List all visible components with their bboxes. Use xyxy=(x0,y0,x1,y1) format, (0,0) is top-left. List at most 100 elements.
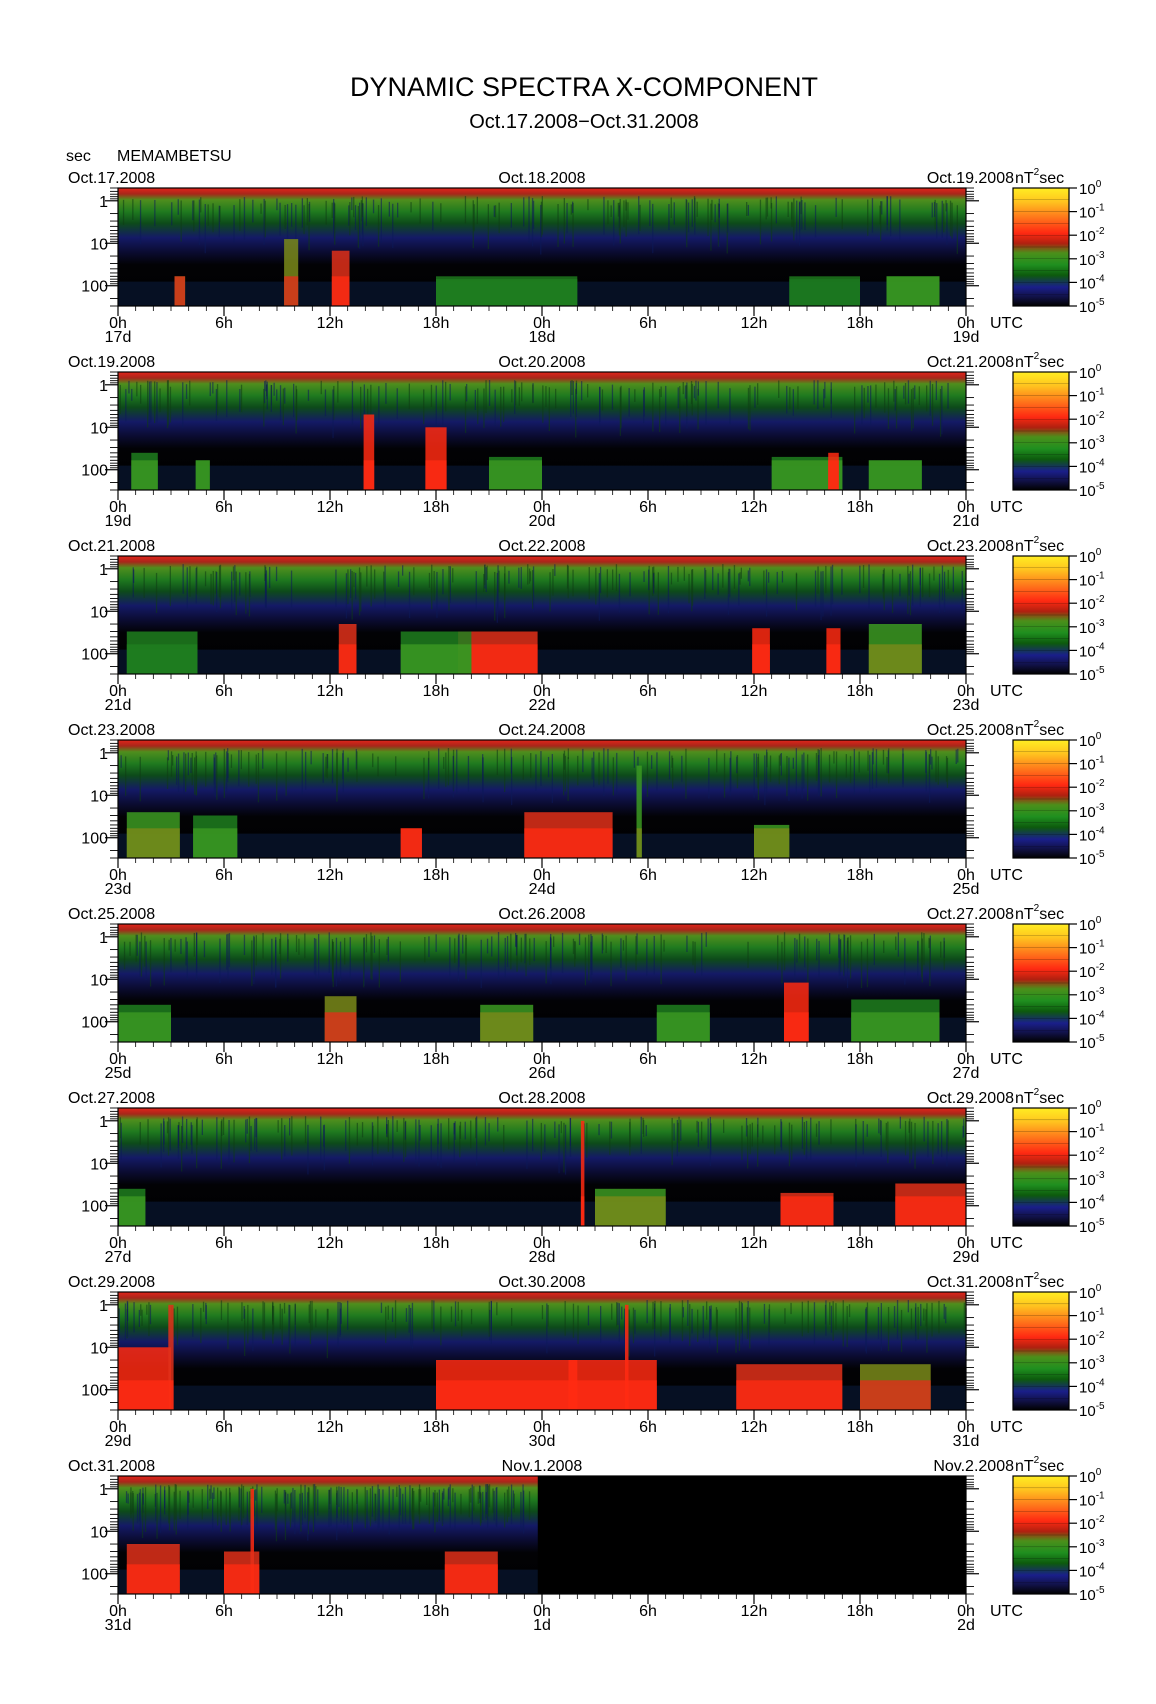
texture-streak xyxy=(504,1492,506,1528)
day-label: 23d xyxy=(953,697,980,714)
spectral-event-core xyxy=(118,1380,171,1410)
texture-streak xyxy=(875,384,877,408)
texture-streak xyxy=(745,1118,748,1137)
day-label: 20d xyxy=(529,513,556,530)
texture-streak xyxy=(482,1491,484,1520)
texture-streak xyxy=(759,199,762,245)
texture-streak xyxy=(279,1303,281,1330)
texture-streak xyxy=(634,389,636,402)
texture-streak xyxy=(624,1308,626,1352)
texture-streak xyxy=(766,749,768,794)
texture-streak xyxy=(941,385,943,435)
texture-streak xyxy=(555,388,557,409)
y-tick-label: 10 xyxy=(90,788,108,805)
texture-streak xyxy=(342,750,344,793)
texture-streak xyxy=(281,1118,283,1160)
texture-streak xyxy=(697,381,699,396)
texture-streak xyxy=(774,1125,776,1155)
texture-streak xyxy=(277,1120,279,1133)
texture-streak xyxy=(360,572,362,612)
texture-streak xyxy=(883,568,885,611)
texture-streak xyxy=(276,389,278,401)
texture-streak xyxy=(392,203,394,249)
texture-streak xyxy=(304,1484,306,1519)
panel-right-date: Oct.21.2008 xyxy=(927,354,1014,371)
texture-streak xyxy=(800,196,802,215)
texture-streak xyxy=(271,938,273,975)
texture-streak xyxy=(331,202,333,218)
texture-streak xyxy=(454,938,456,963)
texture-streak xyxy=(148,381,151,423)
texture-streak xyxy=(763,1303,766,1324)
utc-label: UTC xyxy=(990,1603,1023,1620)
texture-streak xyxy=(814,205,817,238)
texture-streak xyxy=(578,933,581,946)
x-tick-label: 18h xyxy=(423,1603,450,1620)
texture-streak xyxy=(548,387,550,431)
texture-streak xyxy=(620,938,622,968)
x-tick-label: 12h xyxy=(741,499,768,516)
texture-streak xyxy=(563,753,565,796)
utc-label: UTC xyxy=(990,683,1023,700)
day-label: 29d xyxy=(105,1433,132,1450)
x-tick-label: 12h xyxy=(317,683,344,700)
texture-streak xyxy=(234,565,236,602)
x-tick-label: 6h xyxy=(639,1603,657,1620)
texture-streak xyxy=(356,751,358,782)
texture-streak xyxy=(747,1301,749,1339)
texture-streak xyxy=(935,380,937,401)
texture-streak xyxy=(657,572,659,615)
texture-streak xyxy=(835,751,838,798)
day-label: 31d xyxy=(105,1617,132,1634)
texture-streak xyxy=(640,1116,642,1154)
x-tick-label: 6h xyxy=(215,1419,233,1436)
texture-streak xyxy=(618,202,621,236)
texture-streak xyxy=(269,566,271,589)
texture-streak xyxy=(867,385,869,403)
texture-streak xyxy=(253,935,255,985)
y-unit-label: sec xyxy=(66,148,91,165)
texture-streak xyxy=(814,570,817,607)
y-tick-label: 1 xyxy=(99,1482,108,1499)
colorbar-tick-label: 10-5 xyxy=(1079,1585,1105,1604)
texture-streak xyxy=(875,749,878,788)
texture-streak xyxy=(625,935,627,981)
spectrogram-panel: Oct.31.2008 Nov.1.2008 Nov.2.2008 nT2sec 1 10… xyxy=(68,1455,1105,1634)
texture-streak xyxy=(497,565,499,611)
x-tick-label: 0h xyxy=(109,1419,127,1436)
colorbar-tick-label: 10-5 xyxy=(1079,1217,1105,1236)
texture-streak xyxy=(372,753,374,768)
spectral-event-core xyxy=(489,460,542,490)
texture-streak xyxy=(943,571,946,613)
x-tick-label: 12h xyxy=(741,315,768,332)
spectral-event-core xyxy=(636,828,642,858)
texture-streak xyxy=(830,1119,832,1145)
texture-streak xyxy=(625,199,627,211)
texture-streak xyxy=(212,382,214,394)
texture-streak xyxy=(841,199,843,230)
texture-streak xyxy=(216,1117,218,1161)
x-tick-label: 18h xyxy=(423,1419,450,1436)
spectral-event-core xyxy=(568,1380,657,1410)
texture-streak xyxy=(195,755,198,796)
texture-streak xyxy=(591,935,593,975)
texture-streak xyxy=(212,570,214,606)
texture-streak xyxy=(365,197,367,227)
texture-streak xyxy=(149,1304,152,1325)
texture-streak xyxy=(628,388,630,417)
texture-streak xyxy=(937,1123,939,1155)
texture-streak xyxy=(678,1116,680,1152)
spectrogram-panel: Oct.27.2008 Oct.28.2008 Oct.29.2008 nT2sec 1… xyxy=(68,1087,1105,1266)
texture-streak xyxy=(440,1123,442,1168)
texture-streak xyxy=(564,1300,566,1336)
texture-streak xyxy=(335,937,338,987)
panel-mid-date: Oct.20.2008 xyxy=(498,354,585,371)
texture-streak xyxy=(175,1484,177,1535)
texture-streak xyxy=(923,1116,925,1142)
texture-streak xyxy=(395,756,397,776)
texture-streak xyxy=(926,385,928,412)
colorbar-tick-label: 10-5 xyxy=(1079,1401,1105,1420)
texture-streak xyxy=(714,204,716,223)
texture-streak xyxy=(374,1493,376,1521)
panel-left-date: Oct.29.2008 xyxy=(68,1274,155,1291)
